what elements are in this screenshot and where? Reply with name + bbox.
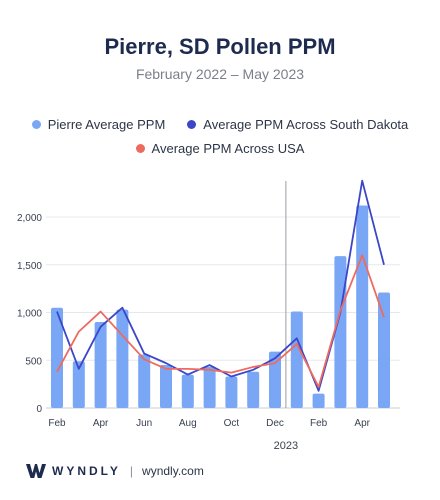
bar xyxy=(225,376,238,408)
x-tick-label: Aug xyxy=(179,418,197,429)
bar xyxy=(116,309,129,408)
y-tick-label: 0 xyxy=(36,404,42,415)
footer-separator: | xyxy=(129,464,134,478)
bar xyxy=(334,256,347,408)
line-usa xyxy=(56,254,385,388)
bar xyxy=(356,205,369,408)
bar xyxy=(160,365,172,408)
legend-label-usa: Average PPM Across USA xyxy=(151,141,305,156)
x-tick-label: Feb xyxy=(48,418,66,429)
y-tick-label: 1,500 xyxy=(17,261,42,272)
year-label: 2023 xyxy=(274,440,298,452)
bar xyxy=(203,366,216,408)
legend-row-2: Average PPM Across USA xyxy=(0,141,440,156)
bar xyxy=(51,307,63,408)
x-tick-label: Apr xyxy=(93,418,109,429)
chart-subtitle: February 2022 – May 2023 xyxy=(135,66,305,82)
bar xyxy=(181,374,194,408)
x-tick-label: Feb xyxy=(310,418,328,429)
bar xyxy=(312,393,325,408)
x-tick-label: Apr xyxy=(354,418,370,429)
x-tick-label: Jun xyxy=(136,418,152,429)
bar xyxy=(378,292,390,408)
legend-label-pierre: Pierre Average PPM xyxy=(47,117,166,132)
site-link[interactable]: wyndly.com xyxy=(142,464,204,478)
wyndly-logo-icon xyxy=(26,464,46,478)
bar xyxy=(94,322,107,408)
brand-name: WYNDLY xyxy=(52,464,121,478)
y-tick-label: 500 xyxy=(25,356,42,367)
legend-item-usa: Average PPM Across USA xyxy=(135,141,305,156)
legend: Pierre Average PPM Average PPM Across So… xyxy=(0,117,440,132)
y-tick-label: 2,000 xyxy=(17,213,42,224)
y-tick-label: 1,000 xyxy=(17,309,42,320)
bar xyxy=(247,371,260,408)
bar xyxy=(72,361,85,408)
legend-label-south-dakota: Average PPM Across South Dakota xyxy=(203,117,409,132)
legend-swatch-usa xyxy=(135,144,145,153)
legend-item-pierre: Pierre Average PPM xyxy=(31,117,166,132)
bar xyxy=(269,351,281,408)
legend-swatch-pierre xyxy=(31,120,41,129)
footer: WYNDLY | wyndly.com xyxy=(26,463,204,479)
x-tick-label: Dec xyxy=(266,418,284,429)
chart-title: Pierre, SD Pollen PPM xyxy=(104,34,336,59)
legend-item-south-dakota: Average PPM Across South Dakota xyxy=(187,117,408,132)
legend-swatch-south-dakota xyxy=(187,120,197,129)
x-tick-label: Oct xyxy=(224,418,240,429)
bar xyxy=(290,311,303,408)
bar xyxy=(138,354,151,408)
